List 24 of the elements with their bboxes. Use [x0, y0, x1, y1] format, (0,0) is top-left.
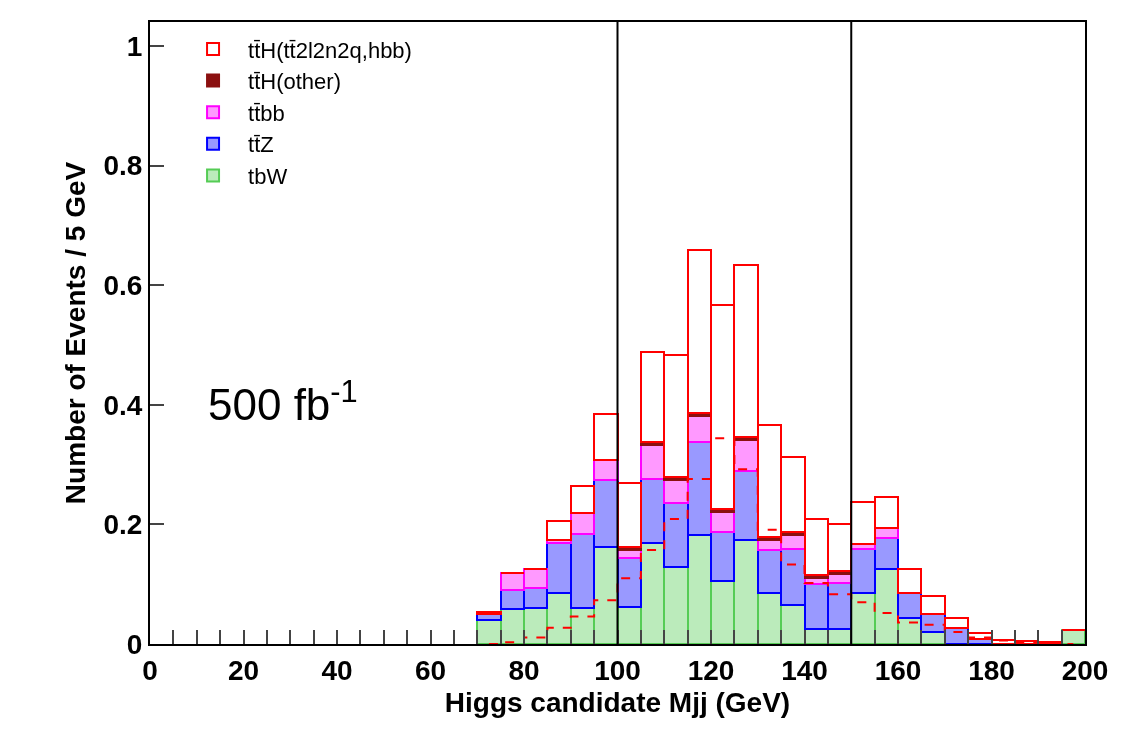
x-tick-label: 200 — [1061, 654, 1109, 686]
y-tick-label: 0.6 — [103, 269, 143, 301]
x-axis-title: Higgs candidate Mjj (GeV) — [444, 687, 791, 719]
x-tick-label: 140 — [781, 654, 828, 686]
x-tick-label: 60 — [414, 654, 447, 686]
legend-label: tt̄H(other) — [248, 69, 341, 95]
x-tick-label: 160 — [874, 654, 922, 686]
legend-label: tt̄H(tt̄2l2n2q,hbb) — [248, 37, 412, 63]
x-tick-label: 40 — [321, 654, 353, 686]
y-tick-label: 0.8 — [103, 150, 143, 182]
annotation: 500 fb$^{-1}$ — [208, 374, 358, 430]
legend-label: tt̄Z — [248, 132, 274, 158]
x-tick-label: 100 — [594, 654, 641, 686]
x-tick-label: 80 — [508, 654, 540, 686]
x-tick-label: 20 — [227, 654, 260, 686]
y-axis-title: Number of Events / 5 GeV — [59, 161, 91, 505]
x-tick-label: 120 — [687, 654, 735, 686]
y-tick-label: 0 — [126, 628, 143, 660]
x-tick-label: 180 — [968, 654, 1015, 686]
y-tick-label: 0.2 — [103, 509, 143, 541]
y-tick-label: 1 — [126, 30, 143, 62]
y-tick-label: 0.4 — [103, 389, 143, 421]
legend-label: tbW — [248, 164, 288, 189]
legend-label: tt̄bb — [248, 100, 285, 126]
